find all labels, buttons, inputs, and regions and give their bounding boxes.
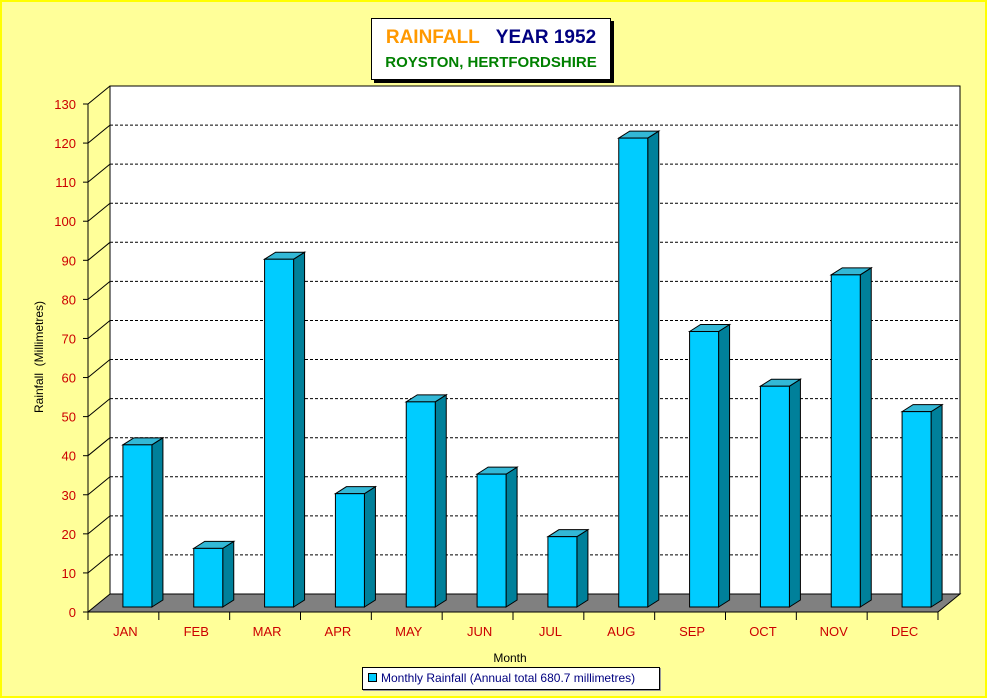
bar-side <box>363 485 376 608</box>
bar-side <box>576 528 589 608</box>
grid-diagonal <box>87 476 111 496</box>
chart-subtitle: ROYSTON, HERTFORDSHIRE <box>385 54 597 71</box>
y-tick-label: 130 <box>54 97 76 112</box>
y-tick-label: 0 <box>69 605 76 620</box>
y-tick-label: 80 <box>62 292 76 307</box>
bar-side <box>647 130 660 608</box>
bar[interactable] <box>546 528 590 608</box>
bar-side <box>859 266 872 608</box>
y-tick-label: 70 <box>62 331 76 346</box>
bar-front <box>405 401 436 608</box>
bar[interactable] <box>404 393 448 608</box>
grid-diagonal <box>87 124 111 144</box>
y-tick-label: 30 <box>62 488 76 503</box>
legend-swatch <box>368 673 377 682</box>
y-axis-label: Rainfall (Millimetres) <box>32 300 46 414</box>
bar-side <box>222 540 235 608</box>
y-tick-label: 100 <box>54 214 76 229</box>
y-tick-label: 90 <box>62 253 76 268</box>
y-tick-label: 110 <box>55 175 76 190</box>
chart-legend: Monthly Rainfall (Annual total 680.7 mil… <box>362 667 660 690</box>
bar-front <box>901 411 932 608</box>
x-tick-label: JAN <box>113 624 138 639</box>
bar[interactable] <box>829 266 873 608</box>
y-tick-label: 60 <box>62 371 76 386</box>
bar[interactable] <box>758 378 803 608</box>
x-tick-label: SEP <box>679 624 705 639</box>
bar-side <box>151 436 164 608</box>
grid-diagonal <box>87 85 111 105</box>
bar-front <box>618 137 649 608</box>
x-axis-label: Month <box>493 651 527 665</box>
legend-label: Monthly Rainfall (Annual total 680.7 mil… <box>381 671 636 685</box>
y-tick-label: 40 <box>62 449 76 464</box>
bar[interactable] <box>900 403 944 608</box>
x-tick-label: JUL <box>539 624 562 639</box>
bar-front <box>264 258 295 608</box>
bar-front <box>193 547 224 608</box>
bar-front <box>334 493 365 608</box>
bar-side <box>788 378 801 608</box>
x-tick-label: OCT <box>749 624 777 639</box>
grid-diagonal <box>87 163 111 183</box>
grid-diagonal <box>87 515 111 535</box>
x-tick-label: JUN <box>467 624 492 639</box>
y-tick-label: 50 <box>62 410 76 425</box>
bar[interactable] <box>262 251 307 608</box>
bar[interactable] <box>121 436 165 608</box>
bar-front <box>830 274 861 608</box>
bar-side <box>505 466 518 608</box>
bar-front <box>122 444 153 608</box>
bar-front <box>689 331 720 608</box>
x-tick-label: NOV <box>820 624 849 639</box>
chart-title-box: RAINFALL YEAR 1952 ROYSTON, HERTFORDSHIRE <box>371 18 611 80</box>
x-tick-label: FEB <box>184 624 209 639</box>
bar-front <box>547 536 578 608</box>
grid-diagonal <box>87 437 111 457</box>
x-tick-label: MAY <box>395 624 423 639</box>
x-tick-label: MAR <box>253 624 282 639</box>
y-tick-label: 10 <box>62 566 76 581</box>
grid-diagonal <box>87 280 111 300</box>
chart-title: RAINFALL <box>385 27 480 48</box>
bar[interactable] <box>192 540 236 608</box>
bar-front <box>476 473 507 608</box>
bar-front <box>759 385 790 608</box>
grid-diagonal <box>87 359 111 378</box>
grid-diagonal <box>87 554 111 574</box>
x-tick-label: AUG <box>607 624 635 639</box>
chart-title-year: YEAR 1952 <box>495 27 597 48</box>
grid-diagonal <box>87 241 111 261</box>
bar[interactable] <box>475 466 519 608</box>
bar[interactable] <box>687 323 732 608</box>
grid-diagonal <box>87 320 111 339</box>
x-tick-label: DEC <box>891 624 918 639</box>
grid-diagonal <box>87 398 111 418</box>
bar-side <box>930 403 943 608</box>
bar-side <box>434 393 447 608</box>
bar[interactable] <box>617 130 661 608</box>
grid-diagonal <box>87 202 111 222</box>
bar-side <box>293 251 306 608</box>
y-tick-label: 20 <box>62 527 76 542</box>
x-tick-label: APR <box>325 624 352 639</box>
y-tick-label: 120 <box>54 136 76 151</box>
bar-side <box>718 323 731 608</box>
bar[interactable] <box>333 485 378 608</box>
